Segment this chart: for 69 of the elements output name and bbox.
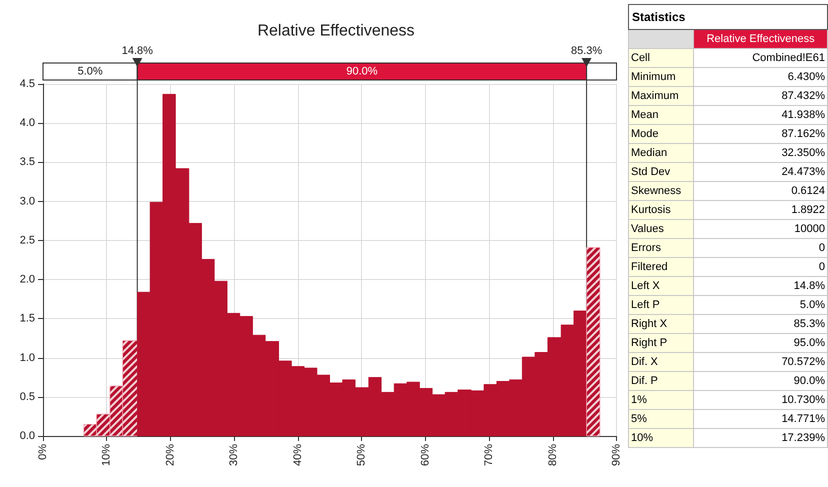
- x-tick-label: 80%: [546, 444, 559, 466]
- category-label: Minimum: [628, 68, 694, 86]
- category-label: Filtered: [628, 258, 694, 276]
- category-label: Values: [628, 220, 694, 238]
- y-tick-label: 1.5: [20, 312, 35, 325]
- text: 70.572%: [782, 356, 825, 368]
- x-tick-label: 0%: [37, 444, 49, 460]
- x-tick-label: 90%: [610, 444, 622, 466]
- text: 24.473%: [782, 166, 825, 178]
- category-label: Mode: [628, 124, 694, 144]
- text: 5.0%: [78, 66, 103, 78]
- text: 90.0%: [794, 375, 825, 387]
- y-tick-label: 2.5: [20, 234, 35, 246]
- category-label: Left P: [628, 296, 694, 314]
- y-tick-label: 3.5: [20, 156, 35, 168]
- category-label: Maximum: [628, 86, 694, 106]
- x-tick-label: 30%: [228, 444, 240, 466]
- y-tick-label: 1.0: [20, 352, 35, 364]
- text: 90.0%: [346, 66, 378, 78]
- text: 1.8922: [791, 204, 825, 216]
- text: 6.430%: [788, 71, 825, 83]
- y-tick-label: 4.5: [20, 78, 35, 90]
- text: 0: [818, 242, 825, 254]
- category-label: 5%: [628, 410, 694, 428]
- text: 17.239%: [782, 432, 825, 444]
- text: Relative Effectiveness: [694, 30, 828, 48]
- y-tick-label: 0.5: [20, 390, 35, 403]
- text: 0.6124: [791, 185, 825, 197]
- category-label: Kurtosis: [628, 200, 694, 220]
- text: 32.350%: [782, 147, 825, 159]
- x-tick-label: 40%: [292, 444, 304, 466]
- x-tick-label: 50%: [356, 444, 368, 466]
- text: 10.730%: [782, 394, 825, 406]
- text: 10000: [794, 223, 825, 235]
- x-tick-label: 70%: [483, 444, 496, 466]
- text: 87.432%: [782, 90, 825, 102]
- category-label: Right X: [628, 314, 694, 334]
- text: 87.162%: [782, 128, 825, 140]
- y-tick-label: 3.0: [20, 195, 35, 208]
- text: 14.8%: [794, 280, 825, 292]
- text: 0: [818, 261, 825, 273]
- text: 41.938%: [782, 109, 825, 121]
- category-label: Right P: [628, 334, 694, 352]
- y-tick-label: 2.0: [20, 274, 35, 286]
- ref-line-label: 14.8%: [122, 45, 154, 57]
- category-label: Dif. P: [628, 372, 694, 390]
- text: 85.3%: [794, 318, 825, 330]
- category-label: Cell: [628, 48, 694, 68]
- chart-title: Relative Effectiveness: [257, 22, 415, 40]
- y-tick-label: 0.0: [20, 430, 35, 442]
- x-tick-label: 10%: [100, 444, 113, 466]
- category-label: Std Dev: [628, 162, 694, 182]
- y-tick-label: 4.0: [20, 117, 35, 130]
- text: 95.0%: [794, 337, 825, 349]
- text: 14.771%: [782, 413, 825, 425]
- text: Combined!E61: [752, 52, 825, 64]
- category-label: Dif. X: [628, 352, 694, 372]
- category-label: Median: [628, 144, 694, 162]
- text: Statistics: [628, 4, 828, 30]
- ref-line-label: 85.3%: [570, 45, 602, 57]
- text: 5.0%: [800, 299, 825, 311]
- category-label: 1%: [628, 390, 694, 410]
- category-label: Errors: [628, 238, 694, 258]
- x-tick-label: 20%: [164, 444, 176, 466]
- category-label: Mean: [628, 106, 694, 124]
- x-tick-label: 60%: [419, 444, 432, 466]
- category-label: Skewness: [628, 182, 694, 200]
- category-label: 10%: [628, 428, 694, 448]
- category-label: Left X: [628, 276, 694, 296]
